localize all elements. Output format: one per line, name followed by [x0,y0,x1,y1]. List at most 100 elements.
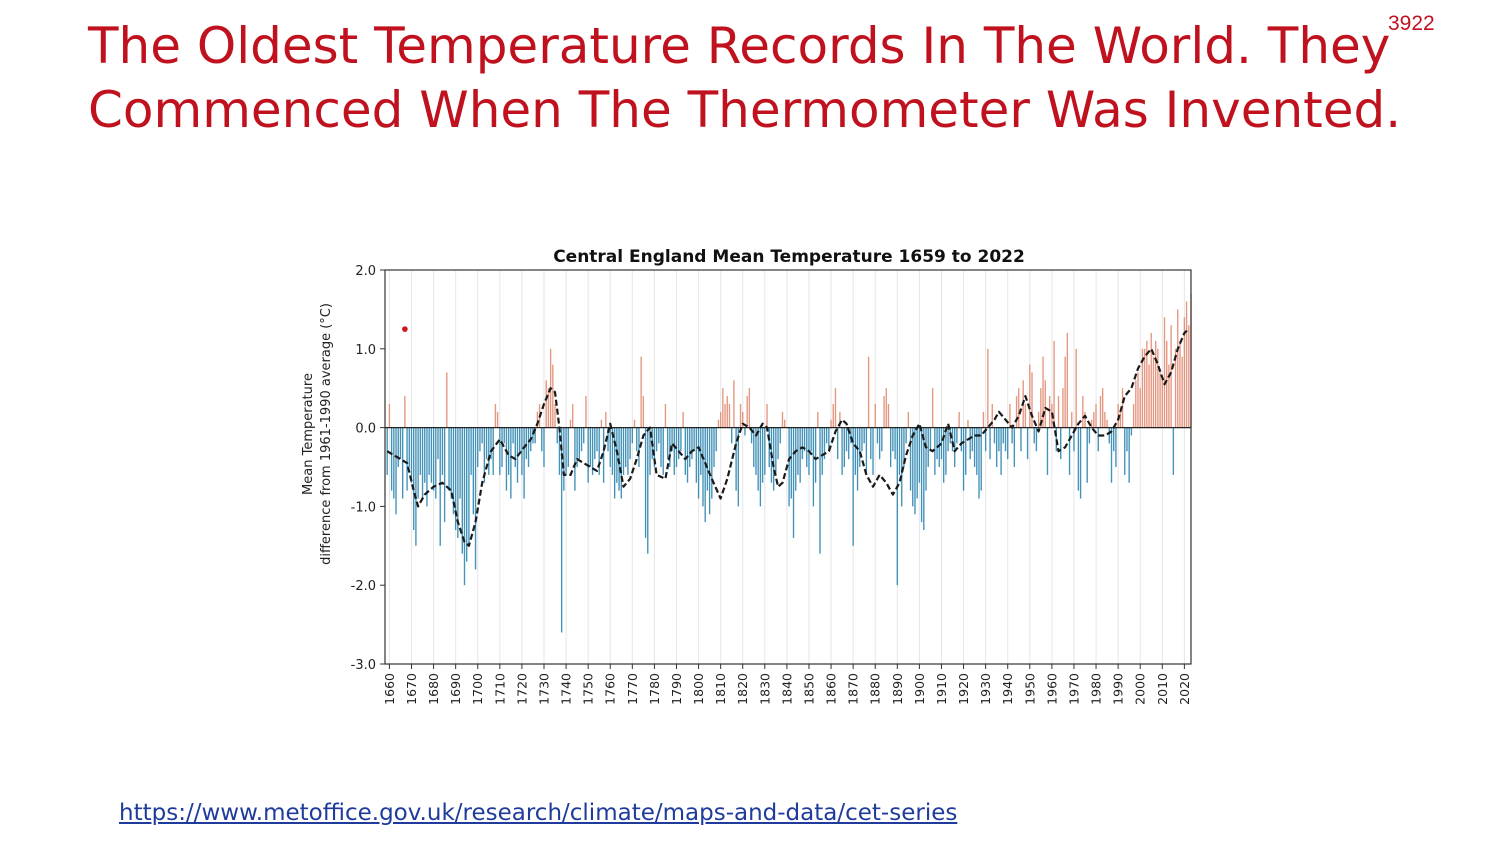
bar-1938 [1002,427,1004,444]
bar-1729 [541,427,543,452]
bar-1671 [413,427,415,531]
bar-1803 [704,427,706,523]
bar-1976 [1086,427,1088,483]
bar-2012 [1166,340,1168,428]
bar-1685 [443,427,446,523]
x-tick-label-1660: 1660 [382,673,397,705]
bar-1881 [876,427,879,444]
bar-1867 [845,427,848,452]
bar-1786 [666,427,669,460]
bar-1860 [830,419,832,428]
bar-1891 [898,427,901,475]
bar-1757 [602,427,605,483]
bar-1819 [739,403,742,428]
bar-1797 [691,427,693,460]
source-link[interactable]: https://www.metoffice.gov.uk/research/cl… [119,800,958,826]
x-tick-label-1680: 1680 [426,673,441,705]
bar-1900 [918,427,921,483]
bar-1716 [512,427,514,444]
bar-1884 [883,396,885,428]
chart-title: Central England Mean Temperature 1659 to… [553,247,1025,267]
bar-1756 [600,419,603,428]
bar-1712 [503,427,505,444]
bar-1703 [483,427,486,483]
bar-1985 [1106,419,1108,428]
bar-1768 [627,427,629,475]
bar-1913 [947,427,949,452]
bar-1905 [929,427,932,452]
x-tick-label-1820: 1820 [735,673,750,705]
bar-1827 [757,427,759,491]
bar-1838 [781,411,784,428]
bar-1740 [565,427,567,475]
bar-1878 [870,427,872,460]
bar-1746 [578,427,581,460]
y-axis-label-line-2: difference from 1961-1990 average (°C) [319,303,334,565]
bar-1866 [843,427,845,467]
bar-1875 [863,427,865,444]
bar-1774 [640,356,642,428]
bar-1794 [684,427,687,475]
bar-1842 [790,427,792,499]
bar-1981 [1097,427,1099,452]
bar-1980 [1095,403,1097,428]
bar-1670 [410,427,413,483]
bar-2022 [1188,325,1190,428]
bar-1874 [861,427,863,452]
x-tick-label-1740: 1740 [559,673,574,705]
bar-2014 [1170,325,1172,428]
x-tick-label-2020: 2020 [1177,673,1192,705]
x-tick-label-1790: 1790 [669,673,684,705]
bar-1762 [613,427,616,499]
y-tick-label--2.0: -2.0 [351,579,376,594]
bar-1723 [527,427,530,467]
bar-1967 [1066,333,1069,428]
bar-1687 [448,427,450,491]
bar-1991 [1119,411,1122,428]
bar-1706 [490,427,492,460]
bar-1912 [945,427,947,475]
bar-1997 [1132,403,1135,428]
bar-2003 [1146,340,1148,428]
bar-1927 [978,427,980,499]
bar-1977 [1088,427,1091,444]
bar-1904 [927,427,929,467]
bar-1982 [1099,396,1102,428]
bar-1812 [724,403,726,428]
bar-1975 [1084,411,1086,428]
bar-1901 [920,427,923,523]
bar-1816 [733,380,735,428]
bar-1999 [1137,372,1139,428]
bar-1800 [697,427,700,499]
bar-1940 [1007,427,1009,460]
bar-1888 [892,427,894,452]
bar-1708 [494,403,497,428]
bar-1953 [1035,427,1038,452]
bar-1666 [401,427,404,499]
bar-1898 [914,427,916,515]
y-axis-label: Mean Temperature difference from 1961-19… [301,303,334,565]
bar-1814 [728,403,731,428]
bar-1973 [1079,427,1082,499]
bar-1974 [1082,396,1084,428]
bar-1936 [998,427,1000,452]
bar-1926 [976,427,978,475]
bar-1672 [415,427,417,546]
bar-1871 [854,427,857,475]
bar-1682 [437,427,439,460]
bar-1958 [1046,427,1049,475]
x-tick-label-1900: 1900 [912,673,927,705]
bar-1851 [810,427,812,452]
bar-1697 [470,427,472,475]
bar-1701 [479,427,481,452]
bar-1752 [591,427,594,475]
bar-1801 [700,427,702,475]
bar-1722 [525,427,528,460]
bar-1793 [682,411,684,428]
bar-1903 [925,427,927,491]
bar-2005 [1150,333,1152,428]
bar-1877 [867,356,870,428]
x-tick-label-1810: 1810 [713,673,728,705]
y-axis-ticks: 2.0 1.0 0.0 -1.0 -2.0 -3.0 [351,264,385,673]
bar-1922 [967,419,969,428]
